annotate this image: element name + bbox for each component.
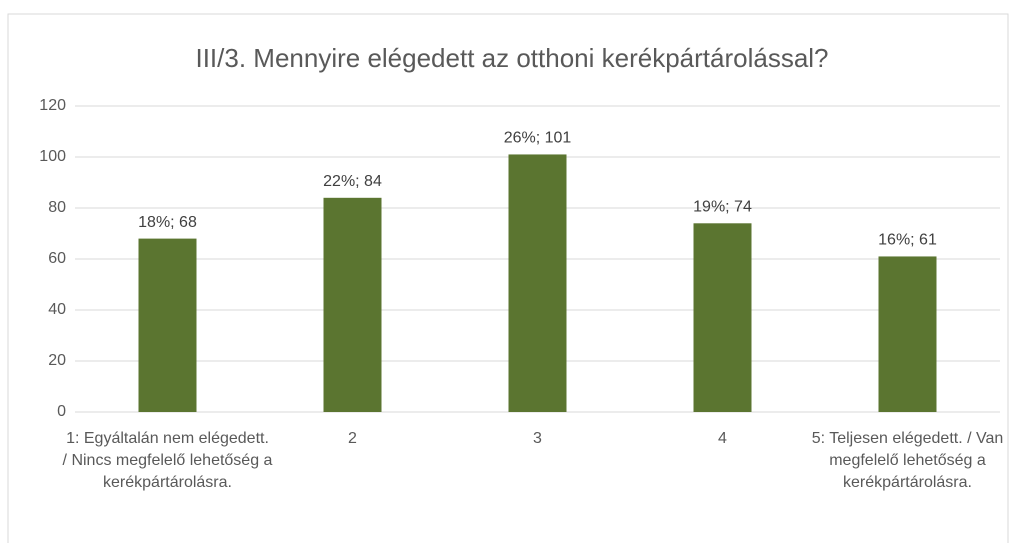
data-label: 26%; 101 xyxy=(504,130,572,147)
x-tick-label: 2 xyxy=(348,430,357,447)
x-tick-label: 1: Egyáltalán nem elégedett. / Nincs meg… xyxy=(62,430,273,491)
y-tick-label: 60 xyxy=(48,250,66,267)
x-tick-label: 4 xyxy=(718,430,727,447)
bar xyxy=(323,197,382,412)
bar xyxy=(693,223,752,412)
y-tick-label: 40 xyxy=(48,301,66,318)
y-tick-label: 20 xyxy=(48,352,66,369)
chart-title: III/3. Mennyire elégedett az otthoni ker… xyxy=(195,43,828,73)
data-label: 18%; 68 xyxy=(138,214,197,231)
y-tick-label: 120 xyxy=(39,97,66,114)
data-label: 19%; 74 xyxy=(693,199,752,216)
y-tick-label: 0 xyxy=(57,403,66,420)
x-tick-label: 5: Teljesen elégedett. / Van megfelelő l… xyxy=(811,430,1004,491)
bar xyxy=(878,256,937,412)
bar xyxy=(138,238,197,412)
data-label: 22%; 84 xyxy=(323,173,382,190)
bar xyxy=(508,154,567,412)
data-label: 16%; 61 xyxy=(878,232,937,249)
x-tick-label: 3 xyxy=(533,430,542,447)
y-tick-label: 100 xyxy=(39,148,66,165)
y-tick-label: 80 xyxy=(48,199,66,216)
